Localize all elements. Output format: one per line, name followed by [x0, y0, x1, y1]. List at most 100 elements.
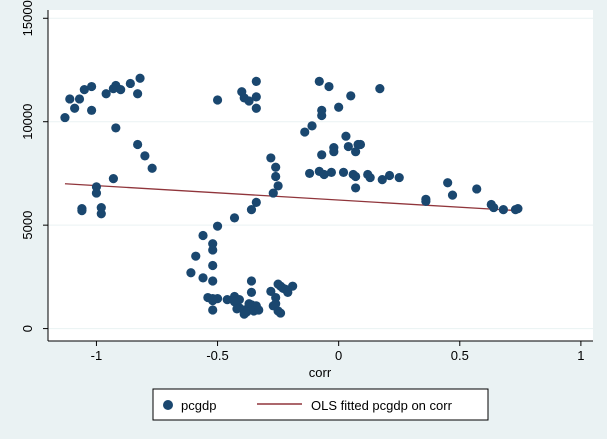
tick-marks [43, 17, 582, 346]
data-point-69 [394, 172, 404, 183]
data-point-48 [329, 147, 339, 157]
data-point-67 [377, 175, 387, 185]
data-point-3 [74, 94, 85, 104]
ols-fitted-line [64, 183, 518, 212]
data-point-71 [421, 196, 431, 206]
data-point-15 [133, 139, 143, 150]
data-point-105 [254, 305, 264, 315]
data-point-2 [70, 103, 80, 113]
data-point-56 [229, 213, 240, 223]
grid-lines [48, 17, 593, 330]
legend: pcgdp OLS fitted pcgdp on corr [152, 388, 489, 421]
data-point-35 [375, 84, 385, 94]
data-point-29 [251, 76, 261, 86]
data-point-11 [125, 78, 135, 89]
x-tick-labels: -1 -0.5 0 0.5 1 [91, 348, 585, 363]
data-point-5 [87, 81, 97, 92]
data-point-109 [246, 287, 257, 297]
fitted-line-layer [64, 183, 518, 212]
legend-marker-pcgdp [163, 400, 173, 410]
x-tick-label-1: -0.5 [206, 348, 228, 363]
data-point-74 [472, 184, 482, 194]
data-point-49 [266, 153, 276, 163]
data-point-54 [251, 197, 261, 207]
x-tick-label-2: 0 [335, 348, 342, 363]
data-point-86 [186, 268, 196, 278]
data-point-47 [351, 147, 361, 157]
data-point-119 [283, 287, 293, 297]
data-point-39 [307, 121, 317, 131]
data-point-64 [351, 183, 361, 193]
data-point-22 [96, 209, 106, 219]
data-point-60 [326, 167, 336, 177]
data-point-14 [111, 123, 121, 133]
data-point-18 [108, 174, 118, 184]
data-point-7 [101, 89, 111, 99]
data-point-61 [338, 167, 349, 177]
data-point-32 [314, 76, 324, 86]
data-point-57 [305, 168, 315, 179]
data-point-88 [208, 276, 218, 286]
x-tick-label-3: 0.5 [451, 348, 469, 363]
data-point-25 [212, 95, 223, 105]
data-point-66 [365, 172, 375, 183]
data-point-38 [317, 105, 327, 115]
data-point-76 [489, 202, 499, 213]
data-point-41 [341, 131, 351, 141]
x-axis-title: corr [309, 365, 332, 380]
data-point-87 [198, 273, 208, 283]
data-point-20 [91, 188, 102, 198]
data-point-6 [87, 105, 97, 115]
data-point-83 [208, 245, 218, 255]
data-point-50 [271, 162, 281, 172]
data-point-51 [271, 171, 281, 182]
y-tick-label-1: 5000 [20, 211, 35, 240]
axes [47, 10, 593, 342]
data-point-0 [60, 112, 70, 123]
y-tick-label-2: 10000 [20, 104, 35, 140]
data-point-121 [275, 308, 286, 318]
y-tick-labels: 0 5000 10000 15000 [20, 0, 35, 332]
data-point-98 [232, 304, 242, 314]
data-point-12 [133, 89, 143, 99]
data-point-85 [208, 260, 218, 271]
legend-box [152, 388, 489, 421]
data-point-77 [498, 205, 508, 215]
data-point-118 [288, 281, 298, 291]
data-point-108 [246, 276, 257, 286]
data-point-36 [334, 102, 344, 112]
y-tick-label-0: 0 [20, 325, 35, 332]
data-point-72 [443, 178, 453, 188]
data-point-81 [198, 230, 208, 241]
data-point-30 [251, 92, 261, 102]
data-point-34 [346, 91, 356, 101]
data-point-44 [343, 141, 353, 152]
data-point-63 [351, 171, 361, 182]
data-point-55 [246, 205, 257, 215]
data-point-106 [208, 305, 218, 315]
data-point-92 [208, 296, 218, 306]
data-point-84 [191, 251, 201, 261]
data-point-52 [273, 181, 283, 191]
data-point-68 [384, 170, 395, 181]
data-point-16 [140, 151, 150, 161]
data-point-53 [268, 188, 278, 198]
x-tick-label-0: -1 [91, 348, 103, 363]
data-point-31 [251, 103, 261, 113]
data-point-10 [116, 85, 126, 95]
data-point-4 [79, 85, 89, 95]
data-point-24 [77, 206, 87, 216]
data-point-46 [317, 150, 327, 160]
data-point-28 [244, 96, 254, 106]
data-point-80 [212, 221, 223, 231]
legend-label-pcgdp: pcgdp [181, 398, 216, 413]
data-point-17 [147, 163, 157, 173]
data-point-1 [65, 94, 75, 104]
data-point-73 [447, 190, 458, 200]
data-point-79 [513, 204, 523, 214]
data-point-107 [239, 309, 249, 319]
data-point-13 [135, 73, 145, 83]
data-point-110 [266, 286, 276, 296]
